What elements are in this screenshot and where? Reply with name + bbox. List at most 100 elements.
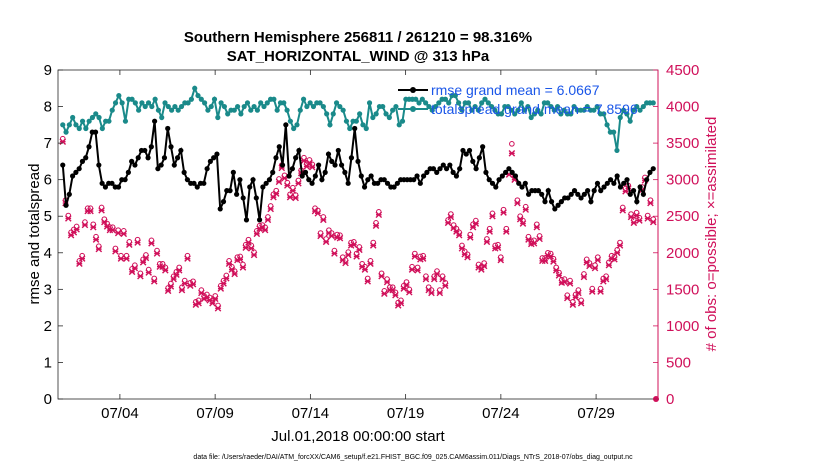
obs-assimilated-marker [552, 267, 560, 274]
rmse-point [555, 202, 561, 208]
rmse-point [368, 173, 374, 179]
rmse-point [437, 166, 443, 172]
x-axis-label: Jul.01,2018 00:00:00 start [271, 428, 445, 445]
obs-assimilated-marker [142, 254, 150, 262]
rmse-point [571, 188, 578, 194]
rmse-point [617, 184, 624, 190]
rmse-point [129, 158, 135, 164]
rmse-point [207, 158, 213, 164]
totalspread-point [152, 96, 158, 102]
obs-assimilated-marker [353, 253, 360, 260]
totalspread-point [225, 111, 231, 117]
obs-assimilated-marker [267, 205, 274, 213]
obs-assimilated-marker [464, 253, 471, 261]
rmse-point [148, 144, 154, 150]
y-right-tick-label: 3000 [666, 172, 699, 189]
rmse-point [535, 188, 542, 194]
rmse-point [591, 188, 597, 194]
obs-assimilated-marker [466, 234, 474, 241]
obs-assimilated-marker [516, 215, 524, 223]
rmse-point [312, 173, 318, 179]
obs-assimilated-marker [611, 256, 618, 263]
totalspread-point [380, 103, 386, 110]
rmse-point [316, 162, 322, 168]
obs-assimilated-marker [588, 288, 596, 295]
totalspread-point [165, 103, 171, 110]
rmse-point [440, 162, 446, 168]
totalspread-point [630, 107, 637, 113]
rmse-point [375, 180, 381, 186]
rmse-point [306, 177, 312, 183]
rmse-point [266, 177, 273, 183]
totalspread-point [390, 107, 396, 113]
totalspread-point [393, 103, 399, 110]
rmse-point [522, 180, 528, 186]
rmse-point [558, 199, 564, 205]
obs-assimilated-marker [577, 299, 585, 307]
rmse-point [230, 169, 236, 175]
rmse-point [473, 166, 479, 172]
obs-assimilated-marker [170, 275, 177, 283]
obs-assimilated-marker [597, 288, 604, 295]
totalspread-point [337, 103, 343, 110]
rmse-point [496, 177, 502, 183]
obs-assimilated-marker [541, 257, 549, 265]
rmse-point [161, 155, 168, 161]
obs-assimilated-marker [564, 294, 571, 302]
totalspread-point [264, 100, 270, 106]
obs-assimilated-marker [381, 290, 388, 298]
obs-assimilated-marker [292, 194, 299, 202]
obs-assimilated-marker [250, 251, 258, 259]
obs-assimilated-marker [139, 258, 147, 266]
x-tick-label: 07/09 [196, 405, 234, 422]
rmse-point [594, 180, 601, 186]
totalspread-point [310, 103, 317, 110]
totalspread-point [215, 114, 221, 121]
y-right-tick-label: 1500 [666, 281, 699, 298]
totalspread-point [353, 118, 359, 124]
rmse-point [145, 155, 151, 161]
totalspread-point [488, 103, 495, 110]
totalspread-point [452, 92, 458, 99]
y-tick-label: 3 [44, 281, 52, 298]
obs-possible-marker [509, 141, 515, 147]
obs-assimilated-marker [198, 289, 205, 297]
totalspread-point [538, 111, 544, 117]
rmse-point [568, 191, 574, 197]
totalspread-point [99, 125, 105, 132]
rmse-point [358, 173, 364, 179]
obs-assimilated-marker [594, 256, 602, 264]
rmse-point [102, 184, 109, 190]
rmse-point [627, 191, 633, 197]
obs-assimilated-marker [647, 199, 654, 207]
obs-assimilated-marker [284, 182, 291, 189]
rmse-point [276, 144, 282, 150]
totalspread-point [185, 100, 191, 106]
totalspread-point [70, 114, 76, 121]
series-layer [59, 85, 659, 402]
rmse-point [152, 118, 158, 124]
rmse-point [614, 173, 620, 179]
obs-assimilated-marker [392, 291, 399, 299]
totalspread-point [109, 107, 115, 113]
obs-assimilated-marker [389, 286, 396, 294]
rmse-point [430, 166, 437, 172]
totalspread-point [66, 122, 72, 128]
totalspread-point [139, 100, 145, 106]
obs-assimilated-marker [633, 212, 640, 219]
obs-assimilated-marker [375, 211, 383, 219]
totalspread-point [446, 100, 452, 106]
rmse-point [384, 180, 391, 186]
totalspread-point [505, 103, 511, 110]
totalspread-point [119, 100, 125, 106]
rmse-point [256, 217, 263, 223]
totalspread-point [307, 100, 313, 106]
obs-assimilated-marker [372, 222, 380, 230]
obs-assimilated-marker [403, 281, 410, 289]
totalspread-point [535, 107, 541, 113]
obs-assimilated-marker [383, 278, 391, 286]
rmse-point [76, 166, 82, 172]
obs-assimilated-marker [458, 245, 466, 252]
rmse-point [414, 173, 420, 179]
totalspread-point [436, 100, 442, 106]
